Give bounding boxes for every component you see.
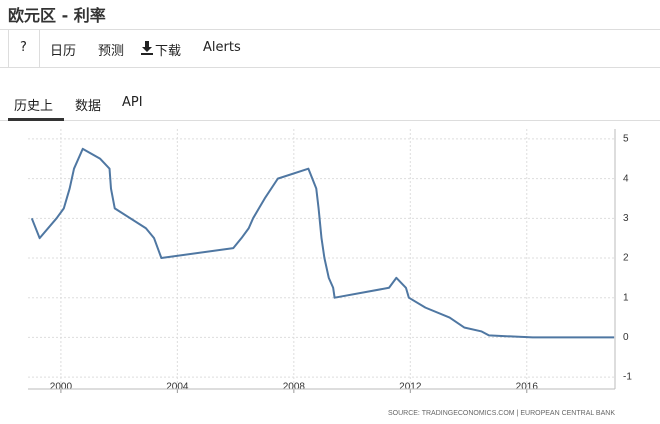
tab-api[interactable]: API [122, 95, 143, 110]
source-note: SOURCE: TRADINGECONOMICS.COM | EUROPEAN … [388, 410, 615, 417]
calendar-button[interactable]: 日历 [50, 44, 77, 59]
line [30, 147, 615, 339]
tab-divider [0, 120, 660, 121]
help-box [8, 30, 40, 67]
x-tick-label: 2012 [399, 382, 422, 393]
toolbar: ? 日历 预测 下载 Alerts [0, 29, 660, 68]
help-button[interactable]: ? [20, 40, 27, 55]
x-tick-label: 2000 [50, 382, 73, 393]
x-tick-label: 2004 [166, 382, 189, 393]
tab-data[interactable]: 数据 [75, 99, 102, 114]
x-tick-label: 2016 [516, 382, 539, 393]
y-tick-label: 2 [623, 253, 629, 264]
y-tick-label: -1 [623, 372, 632, 383]
download-icon [141, 41, 153, 55]
tab-history[interactable]: 历史上 [14, 99, 54, 114]
x-tick-label: 2008 [283, 382, 306, 393]
page-title: 欧元区 - 利率 [8, 6, 106, 25]
download-button[interactable]: 下载 [155, 44, 182, 59]
y-tick-label: 5 [623, 134, 629, 145]
y-tick-label: 3 [623, 213, 629, 224]
y-tick-label: 0 [623, 332, 629, 343]
tab-selected [8, 118, 64, 121]
y-tick-label: 4 [623, 173, 629, 184]
alerts-button[interactable]: Alerts [203, 40, 241, 55]
forecast-button[interactable]: 预测 [98, 44, 125, 59]
y-tick-label: 1 [623, 292, 629, 303]
